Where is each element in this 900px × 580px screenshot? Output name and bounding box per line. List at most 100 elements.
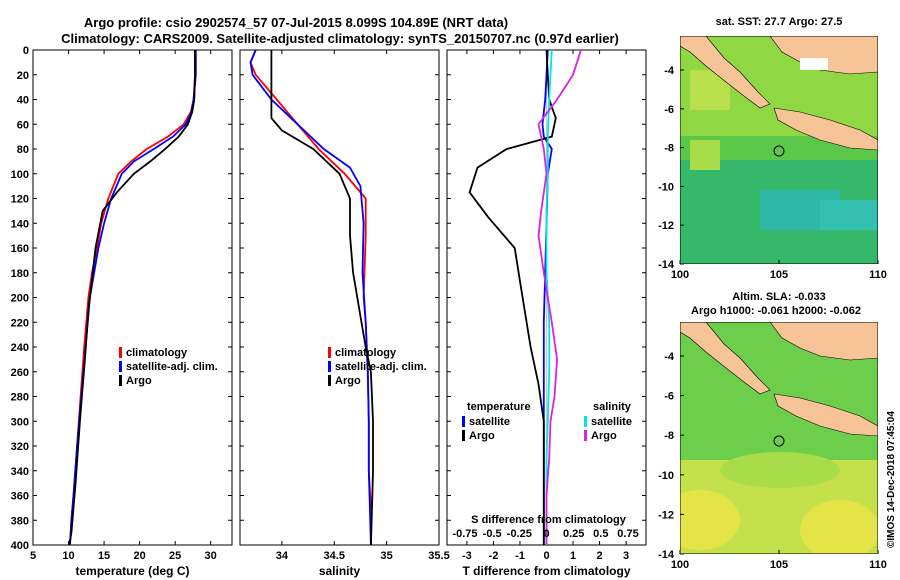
series-line-argo [68, 50, 196, 545]
legend-label: Argo [335, 375, 361, 387]
map-y-tick-label: -12 [658, 220, 674, 232]
legend-swatch [119, 375, 122, 386]
map-y-tick-label: -10 [658, 470, 674, 482]
map-x-tick-label: 110 [869, 559, 887, 571]
y-tick-label: 300 [11, 416, 29, 428]
series-group [468, 50, 582, 545]
map-x-tick-label: 100 [671, 559, 689, 571]
series-group [249, 50, 374, 545]
imos-credit: ©IMOS 14-Dec-2018 07:45:04 [886, 411, 897, 548]
legend-label: satellite-adj. clim. [335, 361, 427, 373]
map-y-tick-label: -4 [664, 351, 675, 363]
series-line-s-satellite [545, 50, 553, 545]
plot-frame [32, 49, 233, 546]
series-line-climatology [249, 50, 372, 545]
x-tick-label: 20 [133, 550, 145, 562]
x-tick-label: 15 [98, 550, 110, 562]
sla-title: Altim. SLA: -0.033 [732, 291, 826, 303]
legend-swatch [328, 347, 331, 358]
x-tick-label: 35.5 [428, 550, 449, 562]
java-land [773, 107, 878, 151]
x-axis-label: temperature (deg C) [75, 564, 189, 578]
y-tick-label: 80 [17, 144, 29, 156]
secondary-tick-label: 0.25 [563, 528, 584, 540]
x-tick-label: 0 [543, 550, 549, 562]
x-tick-label: 2 [597, 550, 603, 562]
argo-location-marker [773, 145, 785, 157]
map-y-tick-label: -14 [658, 549, 675, 561]
legend-swatch [328, 361, 331, 372]
map-y-tick-label: -14 [658, 259, 675, 271]
y-tick-label: 360 [11, 491, 29, 503]
plot-frame [239, 49, 440, 546]
map-x-tick-label: 105 [770, 269, 788, 281]
series-line-s-argo [537, 50, 582, 545]
x-tick-label: 3 [623, 550, 629, 562]
map-y-tick-label: -8 [664, 430, 674, 442]
sla-map-axes: 100 105 110 -4 -6 -8 -10 -12 -14 [658, 351, 887, 571]
legend-label: Argo [591, 430, 617, 442]
y-tick-label: 60 [17, 119, 29, 131]
secondary-axis-label: S difference from climatology [471, 514, 627, 526]
x-tick-label: 1 [570, 550, 576, 562]
x-tick-label: -2 [489, 550, 499, 562]
sumatra-land [680, 36, 771, 109]
legend-label: Argo [126, 375, 152, 387]
y-tick-label: 260 [11, 367, 29, 379]
legend-title-temperature: temperature [467, 401, 531, 413]
map-y-tick-label: -4 [664, 65, 675, 77]
map-x-tick-label: 105 [770, 559, 788, 571]
title-line-2: Climatology: CARS2009. Satellite-adjuste… [61, 31, 619, 46]
sst-map [680, 36, 878, 264]
legend-swatch [119, 347, 122, 358]
secondary-tick-label: -0.75 [452, 528, 477, 540]
sst-map-axes: 100 105 110 -4 -6 -8 -10 -12 -14 [658, 65, 887, 281]
legend-swatch [462, 430, 465, 441]
x-tick-label: 25 [169, 550, 181, 562]
legend-label: satellite-adj. clim. [126, 361, 218, 373]
x-tick-label: 34.5 [324, 550, 345, 562]
map-x-tick-label: 100 [671, 269, 689, 281]
y-tick-label: 160 [11, 243, 29, 255]
map-y-tick-label: -8 [664, 143, 674, 155]
legend-label: Argo [469, 430, 495, 442]
x-tick-label: 30 [205, 550, 217, 562]
legend-swatch [119, 361, 122, 372]
panel-temperature: 5 10 15 20 25 3002040608010012014016018020022… [11, 45, 233, 578]
x-tick-label: 35 [381, 550, 393, 562]
x-tick-label: 10 [62, 550, 74, 562]
secondary-tick-label: 0.5 [593, 528, 608, 540]
y-tick-label: 340 [11, 466, 29, 478]
x-axis-label: T difference from climatology [462, 564, 630, 578]
series-line-t-argo [468, 50, 557, 545]
panel-difference: -3 -2 -1 0 1 2 3 T difference from climatology t… [446, 49, 647, 578]
legend-label: satellite [591, 416, 632, 428]
map-y-tick-label: -12 [658, 509, 674, 521]
map-x-tick-label: 110 [869, 269, 887, 281]
map-y-tick-label: -10 [658, 181, 674, 193]
title-line-1: Argo profile: csio 2902574_57 07-Jul-201… [84, 15, 508, 30]
x-tick-label: 34 [276, 550, 289, 562]
x-tick-label: -1 [515, 550, 525, 562]
y-tick-label: 240 [11, 342, 29, 354]
y-tick-label: 280 [11, 392, 29, 404]
panel-salinity: 34 34.5 35 35.5 salinity climatology satellite… [239, 49, 450, 578]
map-y-tick-label: -6 [664, 104, 674, 116]
legend-swatch [584, 430, 587, 441]
y-tick-label: 400 [11, 540, 29, 552]
legend-label: climatology [126, 347, 188, 359]
y-tick-label: 200 [11, 293, 29, 305]
series-group [68, 50, 197, 545]
x-tick-label: 5 [30, 550, 36, 562]
legend-swatch [462, 416, 465, 427]
sst-title: sat. SST: 27.7 Argo: 27.5 [716, 16, 843, 28]
secondary-tick-label: 0 [543, 528, 549, 540]
secondary-tick-label: -0.5 [483, 528, 502, 540]
x-tick-label: -3 [462, 550, 472, 562]
x-axis-label: salinity [319, 564, 361, 578]
y-tick-label: 180 [11, 268, 29, 280]
y-tick-label: 380 [11, 515, 29, 527]
y-tick-label: 140 [11, 218, 29, 230]
kalimantan-land [769, 36, 878, 75]
